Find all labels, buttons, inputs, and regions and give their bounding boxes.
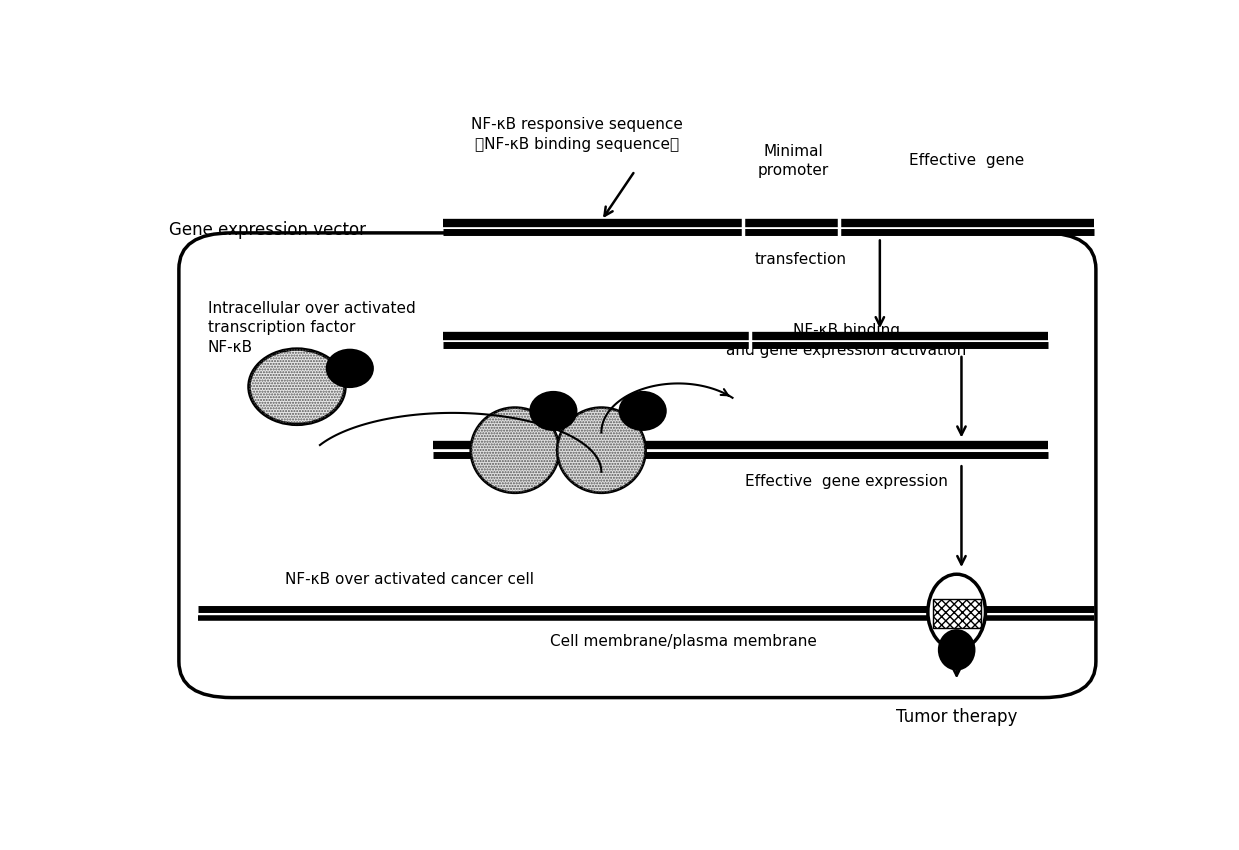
Ellipse shape: [620, 392, 665, 430]
Ellipse shape: [249, 349, 344, 424]
Text: NF-κB over activated cancer cell: NF-κB over activated cancer cell: [285, 572, 534, 587]
Text: Effective  gene: Effective gene: [908, 153, 1023, 168]
Ellipse shape: [939, 630, 974, 670]
Text: transfection: transfection: [755, 252, 846, 267]
FancyBboxPatch shape: [178, 233, 1097, 698]
FancyBboxPatch shape: [933, 598, 981, 628]
Text: NF-κB binding
and gene expression activation: NF-κB binding and gene expression activa…: [726, 324, 966, 359]
Text: Cell membrane/plasma membrane: Cell membrane/plasma membrane: [550, 634, 817, 649]
Text: （NF-κB binding sequence）: （NF-κB binding sequence）: [476, 137, 679, 152]
Ellipse shape: [530, 392, 576, 430]
Text: Tumor therapy: Tumor therapy: [896, 708, 1017, 726]
Text: Intracellular over activated
transcription factor
NF-κB: Intracellular over activated transcripti…: [208, 301, 415, 355]
Ellipse shape: [928, 575, 985, 649]
Ellipse shape: [327, 349, 373, 387]
Text: Minimal
promoter: Minimal promoter: [758, 144, 829, 178]
Text: Gene expression vector: Gene expression vector: [170, 221, 367, 239]
Text: Effective  gene expression: Effective gene expression: [745, 474, 948, 489]
Ellipse shape: [471, 408, 559, 493]
Ellipse shape: [558, 408, 646, 493]
Text: NF-κB responsive sequence: NF-κB responsive sequence: [471, 117, 684, 133]
